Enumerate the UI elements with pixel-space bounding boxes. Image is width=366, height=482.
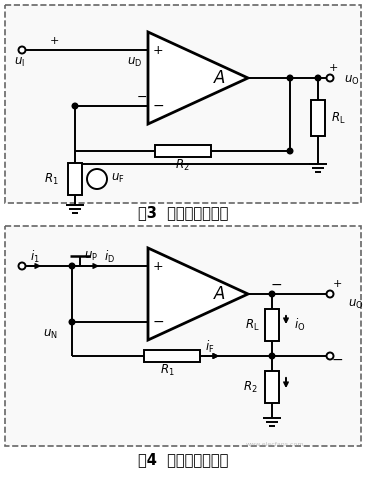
Text: +: + <box>328 63 338 73</box>
Text: $R_{\rm L}$: $R_{\rm L}$ <box>245 318 260 333</box>
Text: −: − <box>152 315 164 329</box>
Text: +: + <box>153 259 163 272</box>
Text: +: + <box>332 279 342 289</box>
Text: 图3  电压串联负反馈: 图3 电压串联负反馈 <box>138 205 228 220</box>
Text: A: A <box>214 69 226 87</box>
Text: +: + <box>49 36 59 46</box>
Text: −: − <box>270 278 282 292</box>
Bar <box>265 371 279 403</box>
Circle shape <box>269 291 275 297</box>
Circle shape <box>72 103 78 109</box>
Text: $u_{\rm D}$: $u_{\rm D}$ <box>127 55 143 68</box>
FancyBboxPatch shape <box>5 5 361 203</box>
Bar <box>154 145 210 157</box>
Bar <box>68 163 82 195</box>
Circle shape <box>287 75 293 81</box>
Text: −: − <box>331 353 343 367</box>
Text: $u_{\rm F}$: $u_{\rm F}$ <box>111 172 124 185</box>
Circle shape <box>19 263 26 269</box>
Text: $R_{\rm L}$: $R_{\rm L}$ <box>331 110 346 125</box>
Text: $u_{\rm I}$: $u_{\rm I}$ <box>14 55 25 68</box>
Text: −: − <box>152 99 164 113</box>
Text: $u_{\rm O}$: $u_{\rm O}$ <box>344 73 359 87</box>
Text: $u_{\rm N}$: $u_{\rm N}$ <box>43 327 58 341</box>
Text: www.elecfans.com: www.elecfans.com <box>246 442 304 447</box>
Text: 图4  电流并联负反馈: 图4 电流并联负反馈 <box>138 453 228 468</box>
Text: +: + <box>153 43 163 56</box>
Circle shape <box>287 148 293 154</box>
Text: $i_{1}$: $i_{1}$ <box>30 249 40 265</box>
Circle shape <box>87 169 107 189</box>
Text: $u_{\rm P}$: $u_{\rm P}$ <box>84 250 98 263</box>
Text: $R_{1}$: $R_{1}$ <box>160 362 174 377</box>
Circle shape <box>326 75 333 81</box>
Bar <box>311 100 325 136</box>
Circle shape <box>315 75 321 81</box>
Text: $i_{\rm F}$: $i_{\rm F}$ <box>205 339 215 355</box>
Circle shape <box>326 352 333 360</box>
Text: $R_{1}$: $R_{1}$ <box>44 172 59 187</box>
Polygon shape <box>148 32 248 124</box>
Text: $i_{\rm O}$: $i_{\rm O}$ <box>294 317 305 333</box>
Text: $R_{2}$: $R_{2}$ <box>175 158 190 173</box>
Text: +: + <box>93 171 101 181</box>
Circle shape <box>326 291 333 297</box>
Polygon shape <box>148 248 248 340</box>
Text: $R_{2}$: $R_{2}$ <box>243 379 258 395</box>
Circle shape <box>269 353 275 359</box>
FancyBboxPatch shape <box>5 226 361 446</box>
Text: $i_{\rm D}$: $i_{\rm D}$ <box>104 249 116 265</box>
Text: $u_{\rm O}$: $u_{\rm O}$ <box>348 297 363 310</box>
Circle shape <box>69 263 75 269</box>
Text: A: A <box>214 285 226 303</box>
Circle shape <box>19 46 26 54</box>
Bar <box>144 350 200 362</box>
Circle shape <box>69 319 75 325</box>
Text: −: − <box>137 91 147 104</box>
Text: −: − <box>92 176 102 189</box>
Bar <box>265 309 279 341</box>
